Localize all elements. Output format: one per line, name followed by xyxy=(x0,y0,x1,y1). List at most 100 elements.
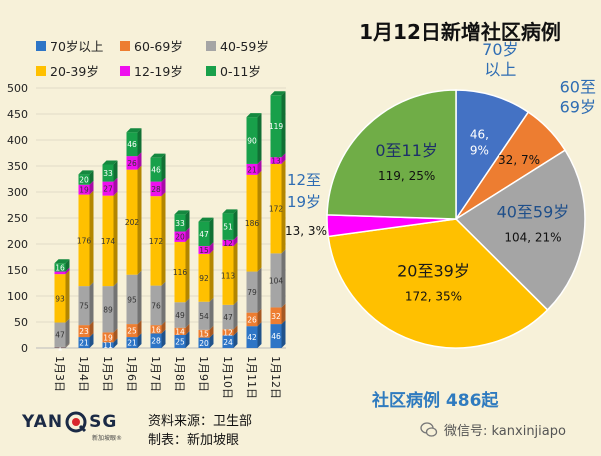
data-label: 26 xyxy=(127,159,137,168)
bar-segment-side xyxy=(161,192,166,286)
data-label: 15 xyxy=(199,330,209,339)
wechat-icon xyxy=(420,421,438,437)
data-label: 11 xyxy=(103,341,113,350)
pie-slice xyxy=(327,218,549,349)
x-tick-label: 1月4日 xyxy=(77,356,90,392)
legend-item: 0-11岁 xyxy=(206,61,296,80)
legend-item: 20-39岁 xyxy=(36,61,120,80)
bar-segment-side xyxy=(209,325,214,338)
data-label: 24 xyxy=(223,338,233,347)
data-label: 16 xyxy=(55,263,65,272)
bar-segment xyxy=(174,241,186,303)
pie-value-label: 13, 3% xyxy=(285,224,327,238)
data-label: 47 xyxy=(223,313,233,322)
bar-segment xyxy=(270,157,282,164)
bar-segment-side xyxy=(113,328,118,343)
bar-segment xyxy=(54,322,66,347)
bar-segment-side xyxy=(113,191,118,287)
bar-segment-side xyxy=(233,209,238,240)
bar-segment xyxy=(126,156,138,170)
bar-segment xyxy=(150,285,162,326)
bar-segment xyxy=(126,337,138,348)
bar-segment xyxy=(174,231,186,242)
x-tick-label: 1月6日 xyxy=(125,356,138,392)
x-tick-label: 1月8日 xyxy=(173,356,186,392)
bar-top xyxy=(102,160,118,165)
legend-label: 40-59岁 xyxy=(220,39,269,54)
data-label: 16 xyxy=(151,325,161,334)
bar-segment-side xyxy=(185,237,190,303)
bar-segment-side xyxy=(65,342,70,348)
data-label: 202 xyxy=(125,218,140,227)
pie-category-label: 20至39岁 xyxy=(397,261,470,280)
data-label: 116 xyxy=(173,268,188,277)
bar-segment-side xyxy=(65,267,70,275)
bar-segment xyxy=(270,95,282,158)
x-tick-label: 1月5日 xyxy=(101,356,114,392)
bar-segment-side xyxy=(281,91,286,158)
legend-label: 12-19岁 xyxy=(134,64,183,79)
bar-segment xyxy=(270,307,282,325)
bar-segment xyxy=(54,271,66,275)
bar-segment-side xyxy=(161,177,166,197)
data-label: 92 xyxy=(199,274,209,283)
bar-segment-side xyxy=(233,300,238,330)
legend-item: 70岁以上 xyxy=(36,36,120,55)
bar-segment-side xyxy=(65,270,70,323)
bar-segment xyxy=(54,274,66,323)
bar-segment-side xyxy=(281,249,286,308)
bar-segment xyxy=(78,325,90,338)
legend-item: 12-19岁 xyxy=(120,61,206,80)
bar-segment xyxy=(126,324,138,338)
pie-category-label: 69岁 xyxy=(560,98,596,117)
bar-segment xyxy=(246,117,258,164)
data-label: 32 xyxy=(271,312,281,321)
legend-swatch xyxy=(36,40,46,51)
data-label: 13 xyxy=(271,157,281,166)
bar-segment-side xyxy=(89,282,94,326)
pie-category-label: 以上 xyxy=(484,60,516,79)
data-label: 90 xyxy=(247,137,257,146)
data-label: 28 xyxy=(151,185,161,194)
bar-segment xyxy=(102,286,114,333)
bar-segment xyxy=(270,163,282,254)
y-tick-label: 150 xyxy=(7,264,28,277)
data-label: 1 xyxy=(58,344,63,353)
bar-segment-side xyxy=(161,153,166,182)
data-label: 42 xyxy=(247,333,257,342)
data-label: 1 xyxy=(58,343,63,352)
data-label: 93 xyxy=(55,294,65,303)
bar-segment-side xyxy=(233,325,238,336)
bar-segment xyxy=(78,337,90,348)
bar-segment xyxy=(246,163,258,175)
legend-swatch xyxy=(120,40,130,51)
bar-segment xyxy=(222,246,234,305)
bar-segment xyxy=(150,157,162,182)
bar-top xyxy=(198,217,214,222)
pie-category-label: 0至11岁 xyxy=(375,141,438,160)
pie-category-label: 12至 xyxy=(287,171,321,189)
data-label: 172 xyxy=(269,205,284,214)
y-tick-label: 400 xyxy=(7,134,28,147)
bar-segment-side xyxy=(281,153,286,164)
pie-category-label: 19岁 xyxy=(287,193,321,211)
bar-segment-side xyxy=(257,267,262,313)
bar-segment xyxy=(54,346,66,348)
bar-segment-side xyxy=(209,249,214,302)
bar-segment xyxy=(270,253,282,308)
bar-segment-side xyxy=(281,159,286,254)
bar-top xyxy=(174,210,190,215)
data-label: 176 xyxy=(77,236,92,245)
bar-segment xyxy=(198,253,210,302)
stacked-bar-chart: 0 50 100 150 200 250 300 350 400 450 500 11 47 93 16 1月… xyxy=(7,82,286,399)
bar-segment-side xyxy=(137,270,142,325)
data-label: 20 xyxy=(199,339,209,348)
legend-swatch xyxy=(206,65,216,76)
legend-swatch xyxy=(120,65,130,76)
y-tick-label: 200 xyxy=(7,238,28,251)
bar-segment xyxy=(270,324,282,348)
bar-top xyxy=(78,170,94,175)
bar-segment xyxy=(78,194,90,287)
bar-segment-side xyxy=(185,331,190,348)
